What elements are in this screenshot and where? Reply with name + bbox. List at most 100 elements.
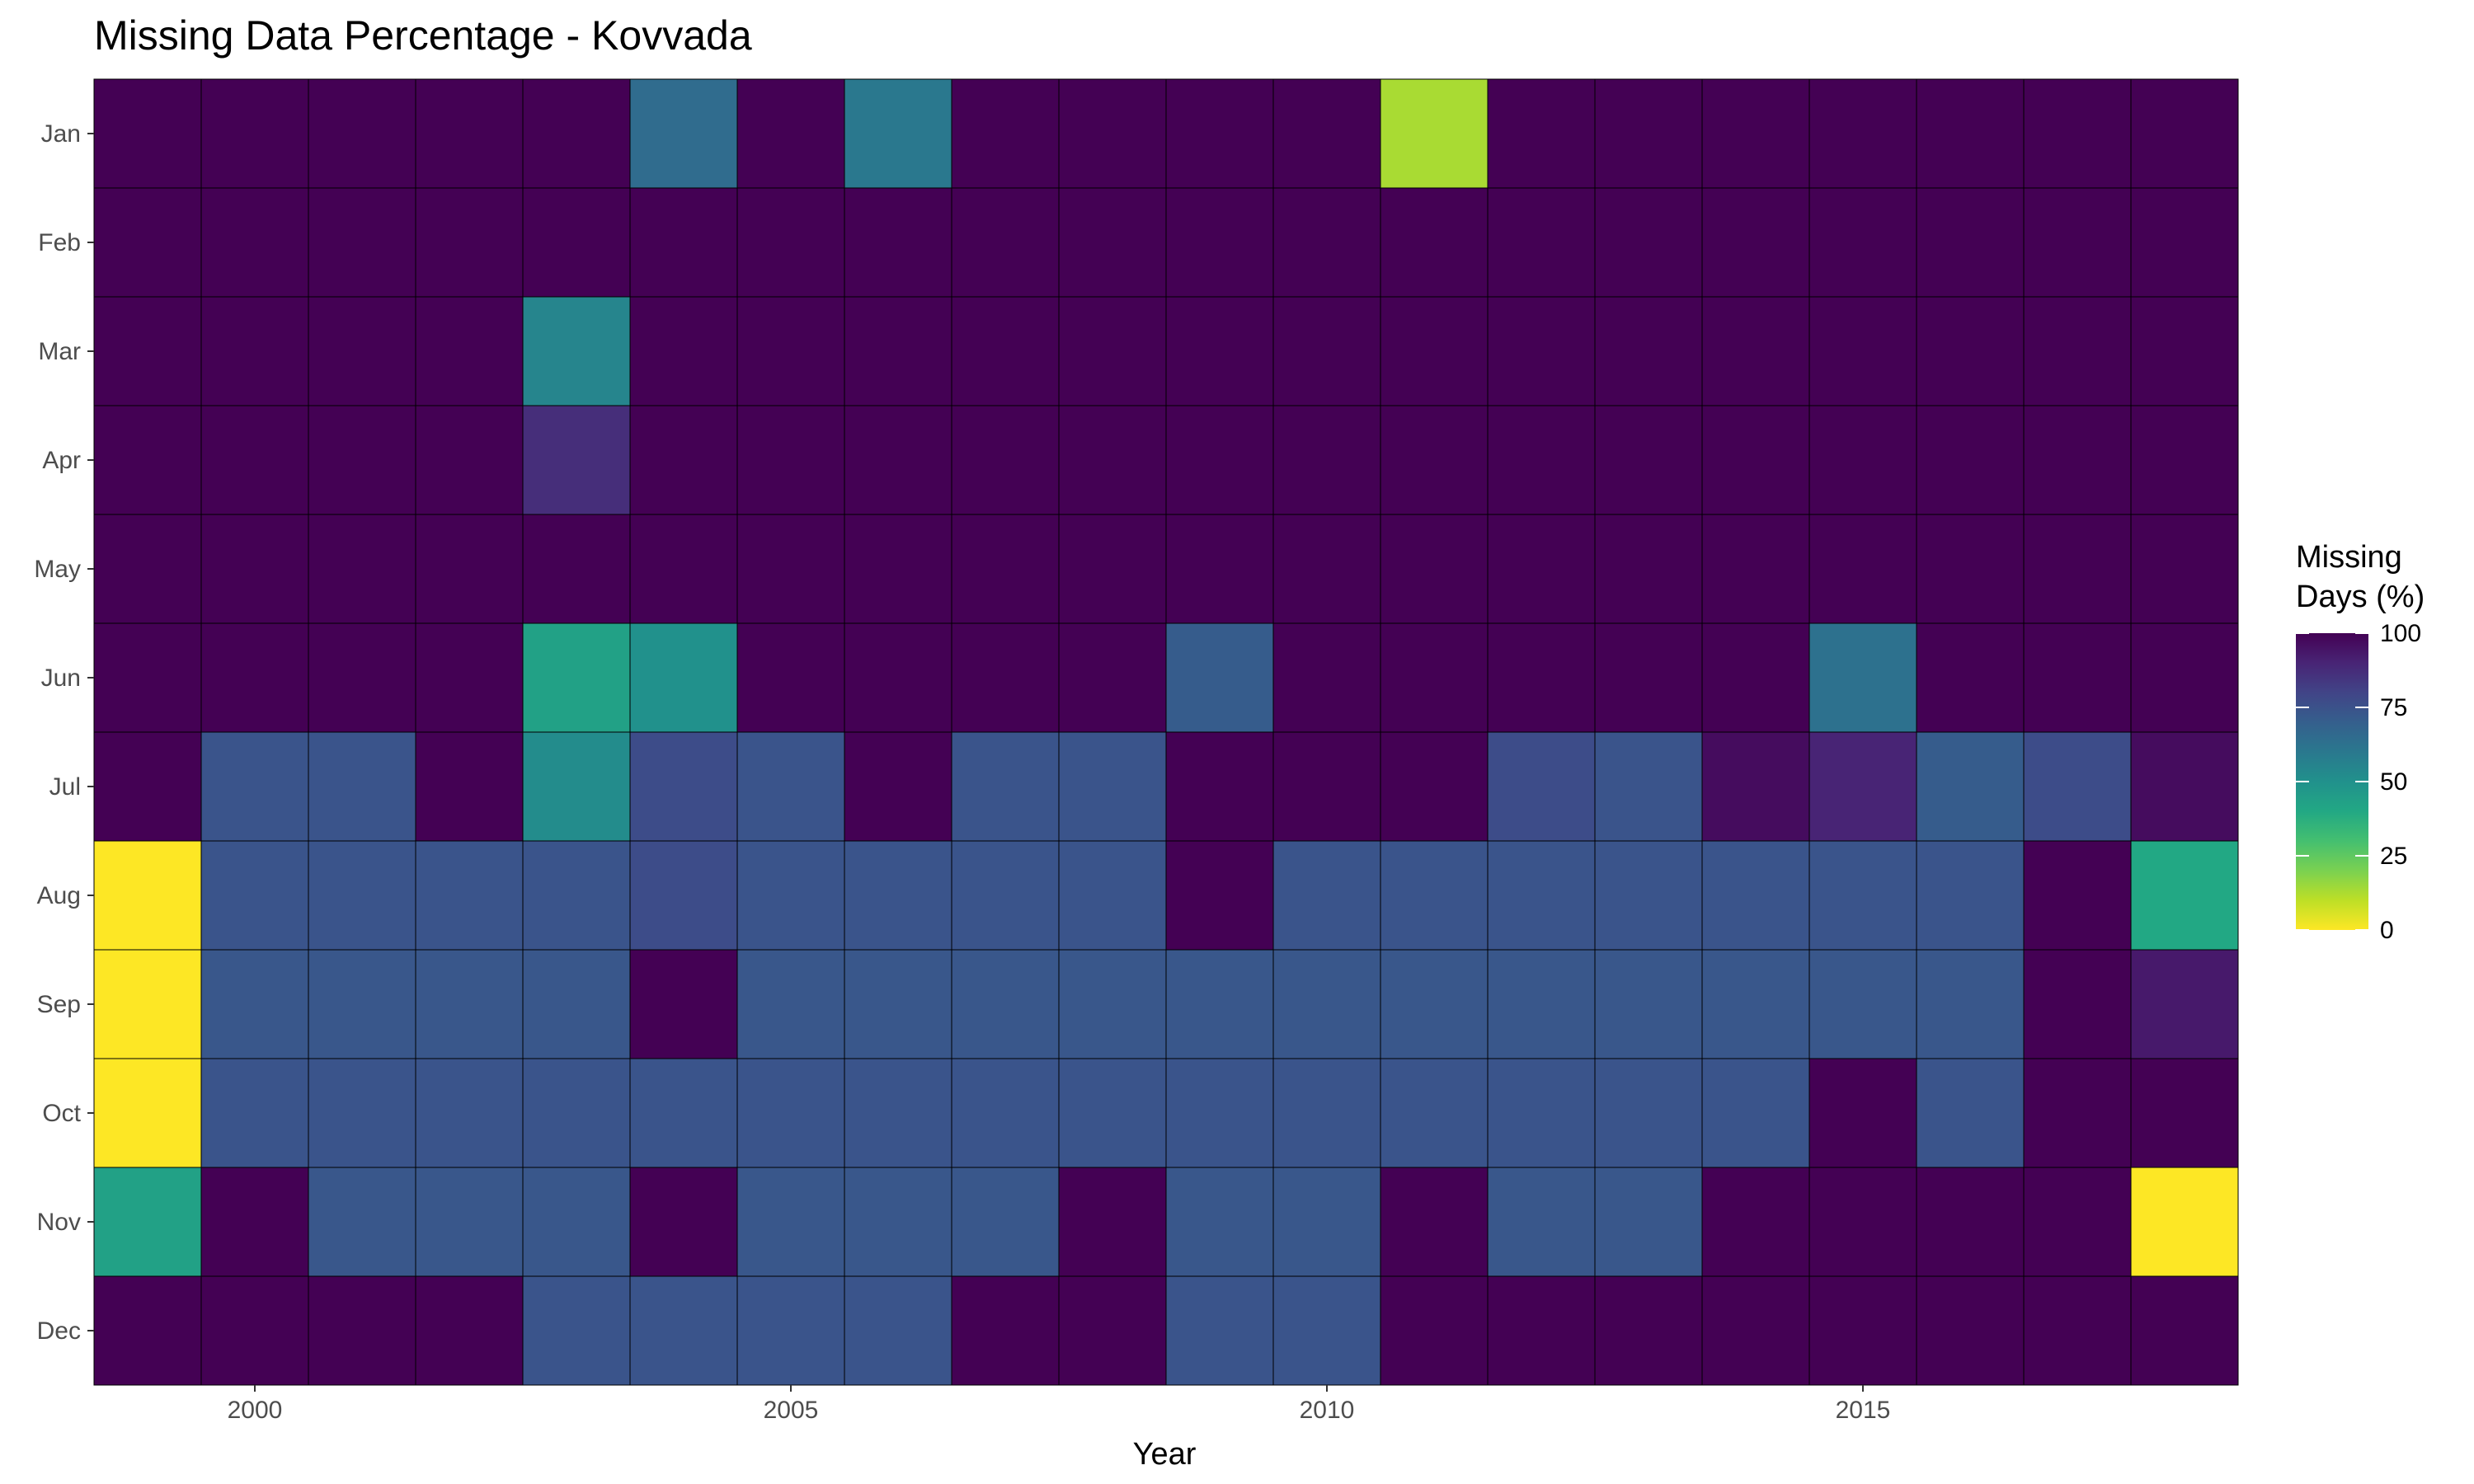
heatmap-cell: [1272, 949, 1381, 1059]
heatmap-cell: [308, 187, 416, 298]
heatmap-cell: [844, 1275, 952, 1386]
heatmap-cell: [1594, 1058, 1703, 1168]
heatmap-cell: [736, 622, 845, 733]
heatmap-cell: [1594, 296, 1703, 406]
heatmap-cell: [415, 405, 524, 515]
heatmap-cell: [93, 514, 202, 624]
heatmap-cell: [951, 1058, 1060, 1168]
heatmap-cell: [308, 840, 416, 951]
heatmap-cell: [1380, 622, 1489, 733]
heatmap-cell: [2023, 731, 2132, 842]
heatmap-cell: [1808, 405, 1917, 515]
heatmap-cell: [522, 1167, 631, 1277]
heatmap-cell: [1380, 78, 1489, 189]
heatmap-cell: [200, 1058, 309, 1168]
heatmap-cell: [2023, 296, 2132, 406]
heatmap-cell: [1701, 405, 1810, 515]
heatmap-cells: [93, 78, 2239, 1386]
heatmap-cell: [951, 1167, 1060, 1277]
heatmap-cell: [736, 296, 845, 406]
heatmap-cell: [2023, 405, 2132, 515]
heatmap-cell: [1487, 1275, 1596, 1386]
heatmap-cell: [2130, 840, 2239, 951]
heatmap-cell: [1808, 1167, 1917, 1277]
y-tick-label: Jan: [41, 120, 81, 148]
y-tick-label: Oct: [42, 1100, 81, 1127]
heatmap-cell: [1165, 296, 1274, 406]
heatmap-cell: [736, 78, 845, 189]
color-legend: Missing Days (%) 100 75 50 25 0: [2296, 540, 2425, 944]
heatmap-cell: [1594, 187, 1703, 298]
heatmap-cell: [1165, 622, 1274, 733]
heatmap-cell: [1808, 1058, 1917, 1168]
heatmap-cell: [844, 405, 952, 515]
heatmap-cell: [1916, 78, 2025, 189]
heatmap-cell: [415, 1275, 524, 1386]
heatmap-cell: [200, 731, 309, 842]
heatmap-cell: [308, 1275, 416, 1386]
heatmap-cell: [1380, 514, 1489, 624]
heatmap-cell: [1594, 405, 1703, 515]
heatmap-cell: [1272, 1167, 1381, 1277]
heatmap-cell: [1701, 622, 1810, 733]
heatmap-cell: [1058, 840, 1167, 951]
heatmap-cell: [1916, 296, 2025, 406]
heatmap-cell: [629, 296, 738, 406]
heatmap-cell: [1916, 949, 2025, 1059]
heatmap-cell: [93, 1275, 202, 1386]
y-tick-label: Dec: [37, 1317, 81, 1345]
heatmap-cell: [736, 1167, 845, 1277]
heatmap-cell: [1916, 514, 2025, 624]
heatmap-cell: [1701, 731, 1810, 842]
x-tick-label: 2000: [228, 1397, 283, 1424]
heatmap-cell: [629, 1058, 738, 1168]
heatmap-cell: [415, 296, 524, 406]
heatmap-cell: [1272, 296, 1381, 406]
heatmap-cell: [1594, 1167, 1703, 1277]
heatmap-cell: [522, 949, 631, 1059]
y-tick-label: Jun: [41, 665, 81, 692]
heatmap-cell: [2023, 187, 2132, 298]
heatmap-cell: [1272, 1275, 1381, 1386]
heatmap-cell: [1487, 622, 1596, 733]
legend-tick-label: 100: [2380, 620, 2421, 647]
heatmap-cell: [1165, 514, 1274, 624]
heatmap-cell: [93, 296, 202, 406]
heatmap-cell: [2023, 840, 2132, 951]
heatmap-cell: [1165, 1167, 1274, 1277]
heatmap-cell: [1058, 731, 1167, 842]
heatmap-cell: [200, 1275, 309, 1386]
heatmap-cell: [1272, 405, 1381, 515]
heatmap-cell: [1916, 840, 2025, 951]
heatmap-cell: [1165, 187, 1274, 298]
heatmap-cell: [1058, 1058, 1167, 1168]
heatmap-cell: [522, 405, 631, 515]
heatmap-cell: [1058, 514, 1167, 624]
heatmap-cell: [629, 949, 738, 1059]
heatmap-cell: [844, 840, 952, 951]
heatmap-cell: [629, 1275, 738, 1386]
heatmap-cell: [308, 1167, 416, 1277]
heatmap-cell: [93, 949, 202, 1059]
heatmap-cell: [736, 1275, 845, 1386]
legend-title-line-2: Days (%): [2296, 580, 2425, 614]
heatmap-cell: [1808, 731, 1917, 842]
heatmap-cell: [522, 514, 631, 624]
y-tick-label: Sep: [37, 991, 81, 1018]
heatmap-cell: [522, 187, 631, 298]
heatmap-cell: [736, 840, 845, 951]
heatmap-cell: [1808, 187, 1917, 298]
heatmap-cell: [1058, 187, 1167, 298]
heatmap-cell: [200, 187, 309, 298]
heatmap-cell: [1594, 949, 1703, 1059]
heatmap-cell: [1594, 1275, 1703, 1386]
heatmap-cell: [1380, 840, 1489, 951]
heatmap-cell: [951, 731, 1060, 842]
heatmap-cell: [629, 187, 738, 298]
heatmap-cell: [1701, 840, 1810, 951]
heatmap-cell: [200, 840, 309, 951]
x-tick-label: 2015: [1836, 1397, 1891, 1424]
heatmap-cell: [2130, 731, 2239, 842]
heatmap-cell: [93, 1058, 202, 1168]
heatmap-cell: [93, 187, 202, 298]
